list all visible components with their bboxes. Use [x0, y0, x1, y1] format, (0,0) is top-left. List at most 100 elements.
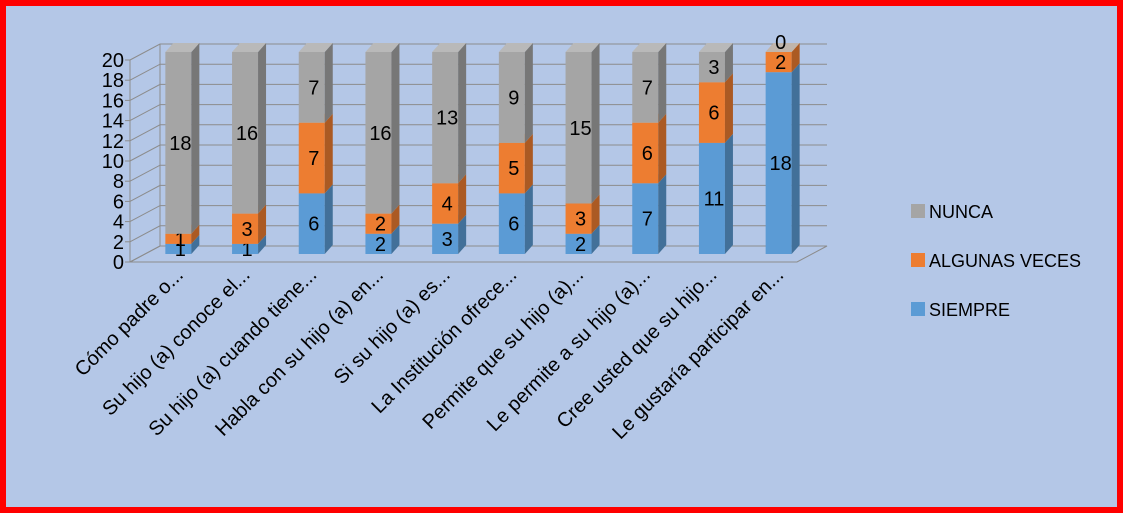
bar-front-face [698, 82, 725, 143]
gridline [129, 43, 827, 61]
gridline [129, 245, 827, 263]
bar-top-face [565, 43, 600, 52]
bar-front-face [765, 72, 792, 254]
data-label: 7 [642, 209, 653, 231]
bar-side-face [724, 73, 733, 143]
x-axis: Cómo padre o...Su hijo (a) conoce el...S… [71, 264, 788, 444]
bar-side-face [258, 43, 267, 214]
legend-item-nunca: NUNCA [911, 202, 993, 222]
bar-side-face [591, 194, 600, 234]
bar-side-face [524, 184, 533, 254]
bar-segment-siempre: 6 [298, 184, 333, 254]
legend-label: ALGUNAS VECES [929, 251, 1081, 271]
bar-side-face [191, 234, 200, 254]
bar-side-face [658, 43, 667, 123]
bar-segment-nunca: 18 [165, 43, 200, 234]
bar-front-face [498, 193, 525, 254]
gridline [129, 83, 827, 101]
bar-side-face [458, 43, 467, 184]
data-label: 16 [236, 123, 258, 145]
bar-segment-nunca: 13 [432, 43, 467, 184]
data-label: 3 [708, 57, 719, 79]
bar-front-face [565, 203, 592, 234]
gridline [129, 63, 827, 81]
bar-front-face [432, 183, 459, 224]
data-label: 6 [642, 143, 653, 165]
data-label: 7 [308, 77, 319, 99]
data-label: 1 [175, 239, 186, 261]
bar-front-face [698, 52, 725, 83]
bar-front-face [365, 213, 392, 234]
bar-side-face [524, 133, 533, 194]
bar-front-face [498, 52, 525, 143]
data-label: 0 [775, 32, 786, 54]
data-label: 1 [175, 229, 186, 251]
data-label: 2 [375, 214, 386, 236]
data-label: 9 [508, 87, 519, 109]
y-tick-label: 12 [102, 131, 124, 153]
bar-side-face [324, 113, 333, 194]
bar-top-face [698, 43, 733, 52]
legend-swatch [911, 253, 925, 267]
data-label: 5 [508, 158, 519, 180]
gridline [129, 104, 827, 122]
bar-front-face [298, 52, 325, 123]
data-label: 3 [575, 209, 586, 231]
y-tick-label: 20 [102, 50, 124, 72]
data-label: 18 [169, 133, 191, 155]
bar-side-face [391, 204, 400, 234]
bar-front-face [698, 142, 725, 254]
bar-side-face [591, 224, 600, 254]
data-label: 2 [375, 234, 386, 256]
bar-segment-nunca: 7 [298, 43, 333, 123]
bar-front-face [632, 52, 659, 123]
bar-top-face [765, 43, 800, 52]
y-tick-label: 18 [102, 70, 124, 92]
bar-front-face [565, 52, 592, 204]
bar-front-face [232, 52, 259, 214]
bar-side-face [791, 63, 800, 255]
bar-segment-nunca: 16 [365, 43, 400, 214]
y-tick-label: 10 [102, 151, 124, 173]
bar-segment-nunca: 7 [632, 43, 667, 123]
gridline [129, 205, 827, 223]
bar-segment-nunca: 3 [698, 43, 733, 83]
bar-segment-siempre: 11 [698, 133, 733, 254]
data-label: 18 [770, 153, 792, 175]
bar-side-face [724, 133, 733, 254]
data-label: 2 [775, 52, 786, 74]
bar-front-face [365, 233, 392, 254]
bar-segment-algunas-veces: 6 [632, 113, 667, 184]
x-tick-label: Si su hijo (a) es... [330, 264, 455, 389]
bar-side-face [191, 224, 200, 244]
gridline [129, 184, 827, 202]
bar-top-face [498, 43, 533, 52]
bar-side-face [791, 43, 800, 73]
bar-side-face [724, 43, 733, 83]
gridline [129, 164, 827, 182]
legend-item-siempre: SIEMPRE [911, 300, 1010, 320]
bar-segment-siempre: 18 [765, 63, 800, 255]
y-tick-label: 14 [102, 111, 124, 133]
bar-segment-nunca: 15 [565, 43, 600, 204]
bar-segment-algunas-veces: 7 [298, 113, 333, 194]
bar-segment-siempre: 7 [632, 174, 667, 254]
y-tick-label: 0 [113, 252, 124, 274]
bar-segment-nunca: 16 [232, 43, 267, 214]
bar-front-face [165, 243, 192, 254]
legend-swatch [911, 302, 925, 316]
bar-front-face [232, 213, 259, 244]
bar-front-face [632, 122, 659, 184]
data-label: 4 [442, 194, 453, 216]
gridline [129, 124, 827, 142]
bar-front-face [765, 52, 792, 73]
data-label: 2 [575, 234, 586, 256]
bar-side-face [324, 184, 333, 254]
data-label: 6 [308, 214, 319, 236]
y-tick-label: 4 [113, 212, 124, 234]
bar-side-face [458, 214, 467, 254]
bar-segment-nunca: 0 [765, 32, 800, 54]
data-label: 7 [642, 77, 653, 99]
